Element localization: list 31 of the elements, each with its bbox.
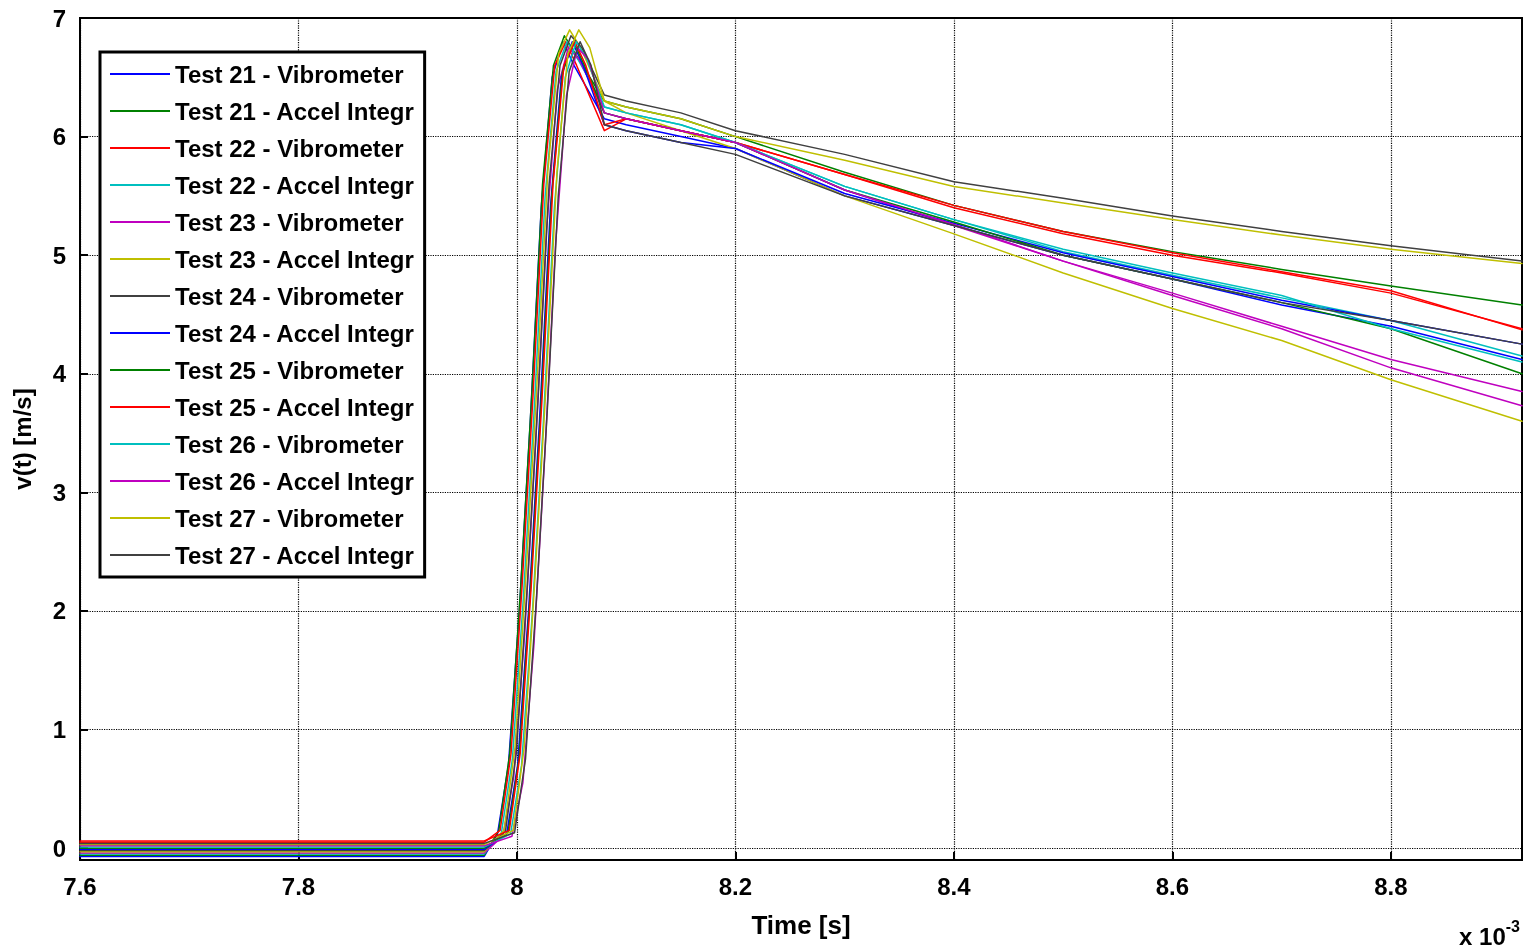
- legend-label: Test 26 - Vibrometer: [175, 430, 404, 458]
- y-tick-label: 3: [52, 478, 66, 506]
- legend-label: Test 27 - Vibrometer: [175, 504, 404, 532]
- y-tick-label: 2: [52, 597, 66, 625]
- legend-label: Test 21 - Accel Integr: [175, 97, 414, 125]
- legend-label: Test 23 - Vibrometer: [175, 208, 404, 236]
- legend-label: Test 27 - Accel Integr: [175, 541, 414, 569]
- x-tick-label: 8.4: [937, 872, 972, 900]
- legend-label: Test 21 - Vibrometer: [175, 60, 404, 88]
- legend-label: Test 24 - Accel Integr: [175, 319, 414, 347]
- legend-label: Test 22 - Vibrometer: [175, 134, 404, 162]
- x-tick-label: 8.8: [1374, 872, 1408, 900]
- legend-label: Test 24 - Vibrometer: [175, 282, 404, 310]
- x-tick-label: 7.8: [281, 872, 316, 900]
- legend-label: Test 25 - Vibrometer: [175, 356, 404, 384]
- y-tick-label: 7: [52, 4, 66, 32]
- legend-label: Test 23 - Accel Integr: [175, 245, 414, 273]
- x-tick-label: 8.2: [718, 872, 753, 900]
- legend-label: Test 25 - Accel Integr: [175, 393, 414, 421]
- y-tick-label: 0: [52, 834, 66, 862]
- legend-label: Test 22 - Accel Integr: [175, 171, 414, 199]
- legend-label: Test 26 - Accel Integr: [175, 467, 414, 495]
- y-tick-label: 5: [52, 241, 66, 269]
- y-tick-label: 6: [52, 123, 66, 151]
- y-tick-label: 4: [52, 360, 67, 388]
- x-tick-label: 8.6: [1155, 872, 1190, 900]
- y-axis-title: v(t) [m/s]: [8, 388, 36, 490]
- x-tick-label: 7.6: [63, 872, 97, 900]
- x-axis-title: Time [s]: [751, 910, 851, 940]
- x-tick-label: 8: [510, 872, 524, 900]
- y-tick-label: 1: [52, 716, 66, 744]
